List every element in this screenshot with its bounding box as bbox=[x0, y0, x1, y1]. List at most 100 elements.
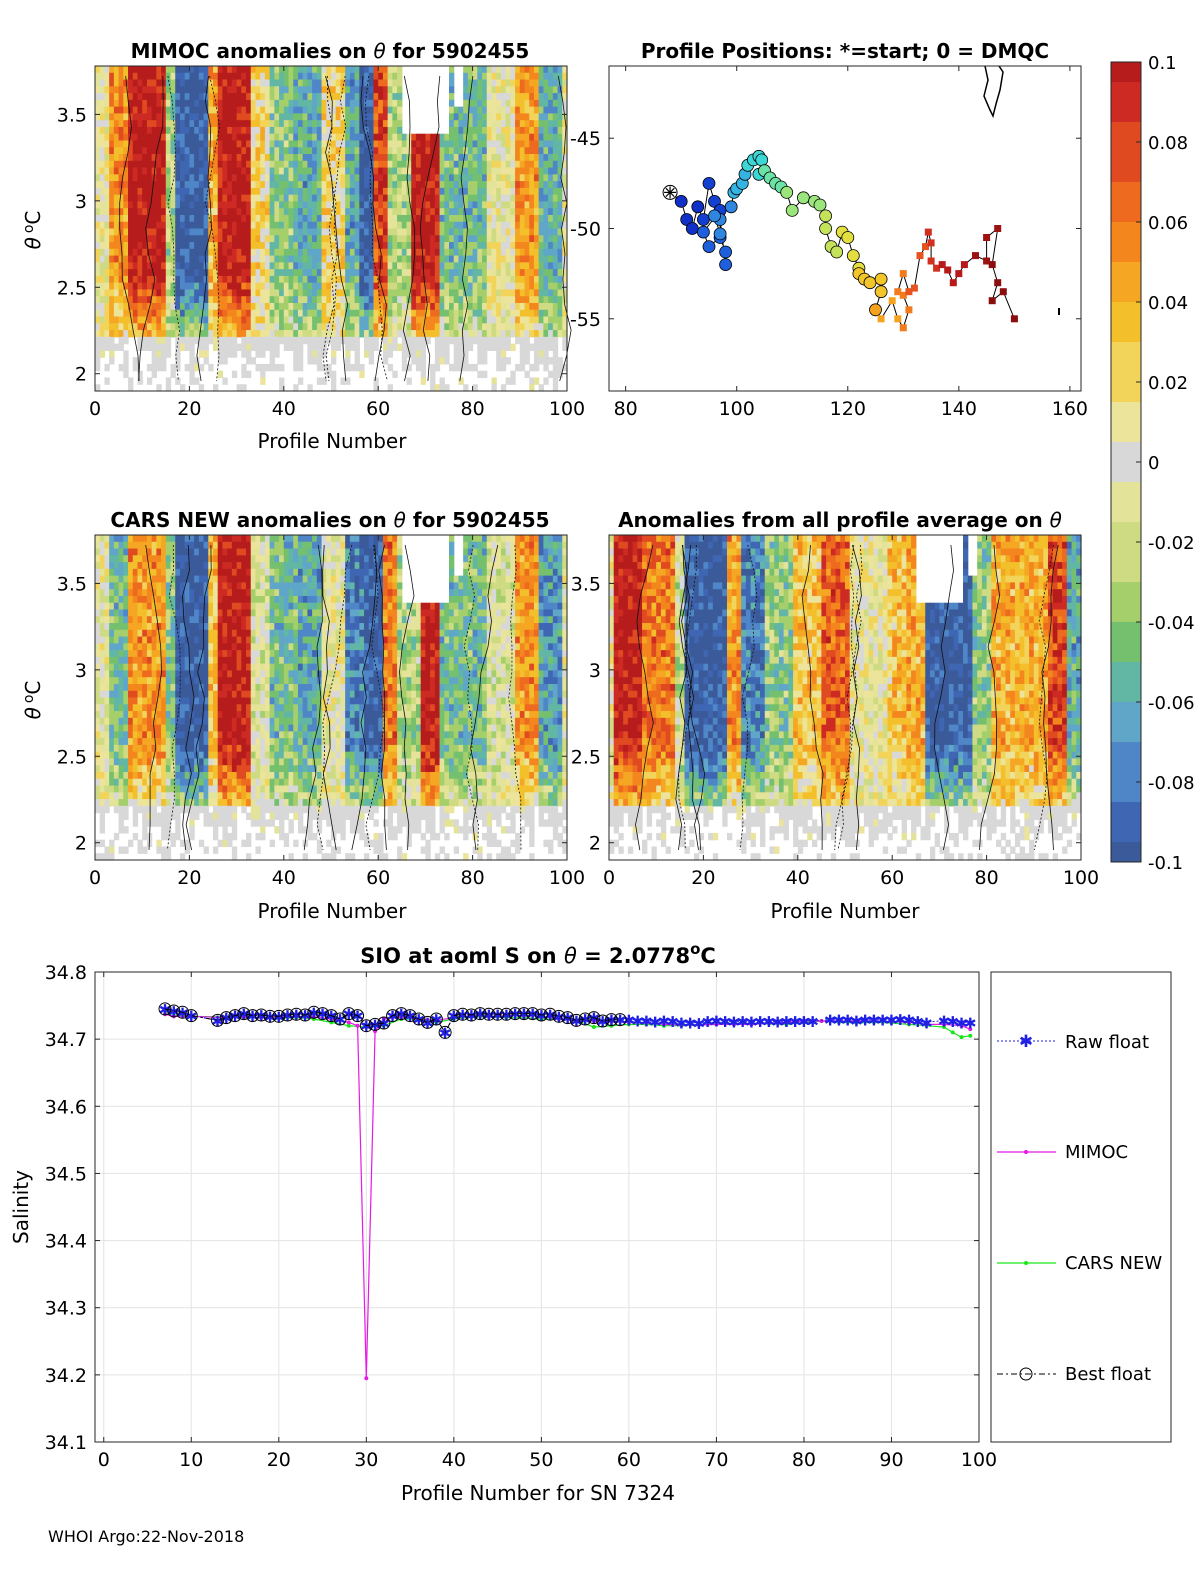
heatmap-cell bbox=[510, 269, 516, 277]
heatmap-cell bbox=[463, 72, 469, 81]
heatmap-cell bbox=[184, 93, 190, 101]
heatmap-cell bbox=[255, 72, 261, 81]
heatmap-cell bbox=[231, 133, 238, 142]
heatmap-cell bbox=[467, 106, 474, 114]
heatmap-cell bbox=[458, 208, 464, 216]
heatmap-cell bbox=[250, 194, 257, 203]
heatmap-cell bbox=[156, 323, 162, 331]
heatmap-cell bbox=[505, 289, 511, 297]
heatmap-cell bbox=[260, 133, 266, 142]
heatmap-cell bbox=[142, 568, 148, 577]
heatmap-cell bbox=[151, 323, 157, 331]
heatmap-cell bbox=[345, 106, 351, 114]
heatmap-cell bbox=[505, 255, 511, 263]
heatmap-cell bbox=[95, 643, 101, 651]
heatmap-cell bbox=[486, 330, 493, 338]
heatmap-cell bbox=[250, 316, 257, 324]
heatmap-cell bbox=[552, 147, 559, 155]
heatmap-cell bbox=[260, 343, 266, 351]
heatmap-cell bbox=[123, 79, 129, 87]
heatmap-cell bbox=[316, 208, 323, 216]
heatmap-cell bbox=[161, 282, 167, 291]
heatmap-cell bbox=[118, 323, 124, 331]
heatmap-cell bbox=[246, 208, 252, 216]
heatmap-cell bbox=[548, 262, 554, 270]
heatmap-cell bbox=[99, 799, 106, 807]
heatmap-cell bbox=[364, 336, 370, 345]
heatmap-cell bbox=[482, 336, 488, 345]
heatmap-cell bbox=[146, 778, 153, 787]
heatmap-cell bbox=[142, 656, 148, 665]
heatmap-cell bbox=[184, 309, 190, 318]
heatmap-cell bbox=[241, 154, 247, 162]
heatmap-cell bbox=[378, 208, 384, 216]
position-marker bbox=[994, 225, 1002, 232]
heatmap-cell bbox=[458, 336, 464, 345]
heatmap-cell bbox=[425, 181, 431, 189]
heatmap-cell bbox=[132, 690, 139, 699]
heatmap-cell bbox=[434, 302, 441, 311]
heatmap-cell bbox=[198, 269, 205, 277]
heatmap-cell bbox=[161, 363, 167, 372]
heatmap-cell bbox=[118, 330, 124, 338]
heatmap-cell bbox=[340, 289, 346, 297]
heatmap-cell bbox=[118, 79, 124, 87]
heatmap-cell bbox=[123, 602, 129, 611]
heatmap-cell bbox=[364, 221, 370, 230]
heatmap-cell bbox=[104, 609, 110, 617]
heatmap-cell bbox=[146, 99, 153, 108]
heatmap-cell bbox=[146, 167, 153, 175]
heatmap-cell bbox=[510, 235, 516, 243]
heatmap-cell bbox=[104, 79, 110, 87]
heatmap-cell bbox=[222, 120, 228, 128]
heatmap-cell bbox=[491, 255, 497, 263]
heatmap-cell bbox=[477, 86, 483, 94]
heatmap-cell bbox=[297, 357, 304, 365]
heatmap-cell bbox=[184, 174, 190, 182]
heatmap-cell bbox=[231, 147, 238, 155]
heatmap-cell bbox=[109, 208, 115, 216]
heatmap-cell bbox=[104, 242, 110, 250]
heatmap-cell bbox=[548, 316, 554, 324]
heatmap-cell bbox=[132, 555, 139, 563]
heatmap-cell bbox=[354, 147, 360, 155]
heatmap-cell bbox=[274, 187, 280, 196]
heatmap-cell bbox=[425, 330, 431, 338]
heatmap-cell bbox=[109, 744, 115, 753]
heatmap-cell bbox=[123, 704, 129, 712]
heatmap-cell bbox=[283, 79, 290, 87]
heatmap-cell bbox=[231, 126, 238, 135]
heatmap-cell bbox=[179, 66, 186, 74]
heatmap-cell bbox=[283, 187, 290, 196]
heatmap-cell bbox=[217, 126, 224, 135]
heatmap-cell bbox=[552, 201, 559, 209]
heatmap-cell bbox=[132, 330, 139, 338]
heatmap-cell bbox=[137, 751, 143, 760]
heatmap-cell bbox=[307, 255, 313, 263]
heatmap-cell bbox=[392, 160, 398, 169]
heatmap-cell bbox=[260, 275, 266, 284]
heatmap-cell bbox=[137, 724, 143, 732]
heatmap-cell bbox=[548, 357, 554, 365]
heatmap-cell bbox=[175, 167, 181, 175]
heatmap-cell bbox=[137, 548, 143, 556]
heatmap-cell bbox=[113, 133, 120, 142]
heatmap-cell bbox=[194, 140, 200, 148]
heatmap-cell bbox=[128, 778, 134, 787]
heatmap-cell bbox=[274, 363, 280, 372]
heatmap-cell bbox=[236, 167, 242, 175]
heatmap-cell bbox=[364, 154, 370, 162]
heatmap-cell bbox=[264, 126, 271, 135]
heatmap-contour bbox=[365, 75, 388, 382]
heatmap-cell bbox=[293, 235, 299, 243]
heatmap-cell bbox=[137, 623, 143, 631]
heatmap-cell bbox=[378, 86, 384, 94]
position-marker bbox=[927, 239, 935, 247]
heatmap-cell bbox=[231, 194, 238, 203]
heatmap-cell bbox=[477, 269, 483, 277]
heatmap-cell bbox=[142, 106, 148, 114]
heatmap-cell bbox=[236, 113, 242, 121]
heatmap-cell bbox=[255, 66, 261, 74]
heatmap-cell bbox=[477, 106, 483, 114]
heatmap-cell bbox=[335, 235, 342, 243]
